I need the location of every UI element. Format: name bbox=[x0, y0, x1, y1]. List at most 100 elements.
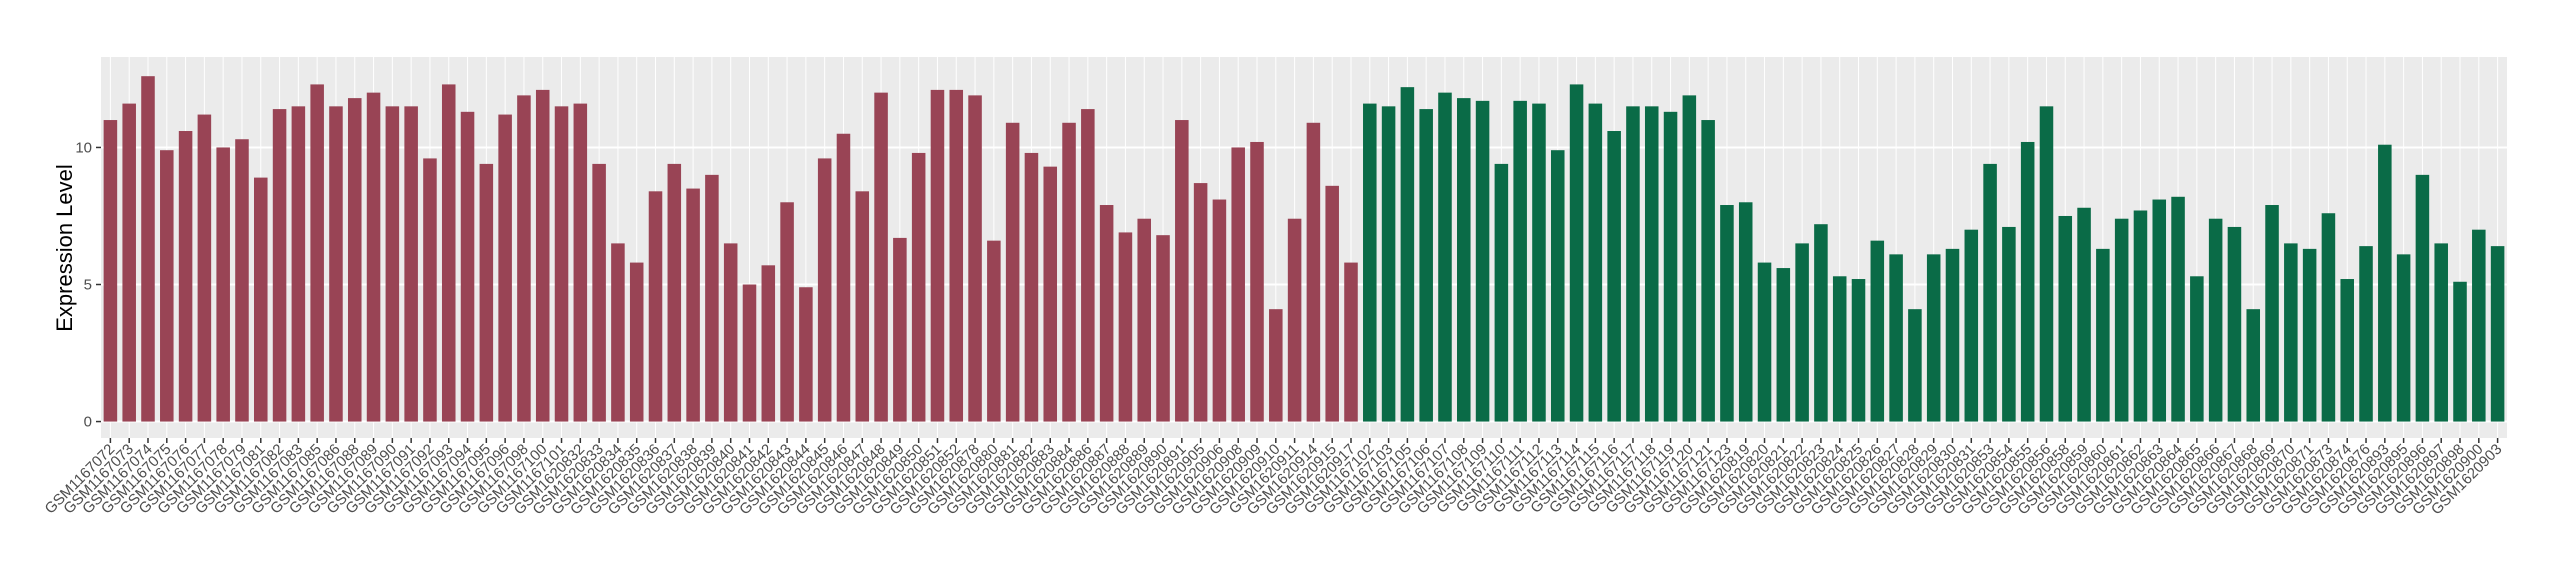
bar bbox=[1137, 218, 1151, 422]
bar bbox=[2227, 226, 2242, 422]
bar bbox=[1024, 152, 1039, 422]
bar bbox=[2171, 196, 2185, 422]
bar bbox=[2246, 309, 2261, 422]
y-tick-label: 5 bbox=[84, 277, 92, 294]
bar bbox=[423, 158, 437, 422]
bar bbox=[2096, 248, 2110, 422]
bar bbox=[141, 76, 155, 422]
bar bbox=[1757, 262, 1772, 422]
bar bbox=[1513, 100, 1527, 422]
bar bbox=[535, 89, 550, 422]
bar bbox=[1231, 147, 1245, 422]
bar bbox=[366, 92, 381, 422]
bar bbox=[1457, 98, 1471, 422]
bar bbox=[1325, 185, 1339, 422]
bar bbox=[1776, 268, 1791, 422]
bar bbox=[930, 89, 945, 422]
bar bbox=[517, 95, 531, 422]
bar bbox=[1118, 232, 1133, 422]
bar bbox=[498, 114, 512, 422]
bar bbox=[2340, 279, 2354, 422]
bar bbox=[1663, 111, 1678, 422]
bar bbox=[1738, 202, 1753, 422]
bar bbox=[1532, 103, 1546, 422]
bar bbox=[1212, 199, 1227, 422]
bar bbox=[817, 158, 832, 422]
bar bbox=[629, 262, 644, 422]
bar bbox=[2302, 248, 2317, 422]
bar bbox=[1964, 229, 1979, 422]
bar bbox=[2208, 218, 2223, 422]
bar bbox=[968, 95, 982, 422]
y-tick-label: 0 bbox=[84, 414, 92, 431]
bar bbox=[1945, 248, 1960, 422]
bar bbox=[911, 152, 926, 422]
bar bbox=[310, 84, 324, 422]
bar bbox=[197, 114, 212, 422]
bar bbox=[2434, 243, 2448, 422]
bar bbox=[1419, 109, 1433, 422]
bar bbox=[2359, 246, 2373, 422]
bar bbox=[2077, 207, 2091, 422]
bar bbox=[2058, 215, 2073, 422]
bar bbox=[1156, 235, 1170, 422]
bar bbox=[1043, 166, 1058, 422]
bar bbox=[2190, 276, 2204, 422]
bar bbox=[2152, 199, 2167, 422]
bar bbox=[235, 139, 249, 422]
bar bbox=[1814, 224, 1828, 422]
bar bbox=[122, 103, 136, 422]
bar bbox=[742, 284, 757, 422]
bar bbox=[2114, 218, 2129, 422]
bar bbox=[2133, 210, 2148, 422]
y-tick-label: 10 bbox=[75, 139, 92, 156]
bar bbox=[686, 188, 700, 422]
bar bbox=[1569, 84, 1584, 422]
bar bbox=[2321, 213, 2336, 422]
bar bbox=[1475, 100, 1490, 422]
bar bbox=[799, 287, 813, 422]
bar bbox=[291, 106, 306, 422]
bar bbox=[836, 133, 851, 422]
bar bbox=[1682, 95, 1697, 422]
bar bbox=[2284, 243, 2298, 422]
bar bbox=[1908, 309, 1922, 422]
bar bbox=[780, 202, 794, 422]
bar bbox=[1306, 122, 1321, 422]
bar bbox=[1250, 141, 1264, 422]
bar bbox=[893, 237, 907, 422]
bar bbox=[385, 106, 400, 422]
bar bbox=[1607, 131, 1621, 422]
bar bbox=[1363, 103, 1377, 422]
bar bbox=[1644, 106, 1659, 422]
bar bbox=[460, 111, 475, 422]
bar bbox=[2002, 226, 2016, 422]
bar bbox=[573, 103, 588, 422]
bar bbox=[103, 120, 118, 422]
bar bbox=[987, 240, 1001, 422]
bar bbox=[2490, 246, 2505, 422]
y-axis-title: Expression Level bbox=[52, 164, 77, 332]
bar bbox=[347, 98, 362, 422]
bar bbox=[592, 163, 606, 422]
bar bbox=[1926, 254, 1941, 422]
bar bbox=[160, 150, 174, 422]
bar bbox=[1832, 276, 1847, 422]
bar bbox=[2415, 174, 2430, 422]
bar bbox=[1062, 122, 1076, 422]
bar bbox=[1269, 309, 1283, 422]
bar bbox=[1889, 254, 1903, 422]
bar bbox=[1851, 279, 1866, 422]
bar bbox=[2378, 144, 2392, 422]
bar bbox=[1099, 205, 1114, 422]
bar bbox=[178, 131, 193, 422]
bar bbox=[1193, 183, 1208, 422]
bar bbox=[2020, 141, 2035, 422]
bar bbox=[1720, 205, 1734, 422]
bar bbox=[1494, 163, 1509, 422]
bar bbox=[2472, 229, 2486, 422]
bar bbox=[648, 191, 663, 422]
bar bbox=[1175, 120, 1189, 422]
